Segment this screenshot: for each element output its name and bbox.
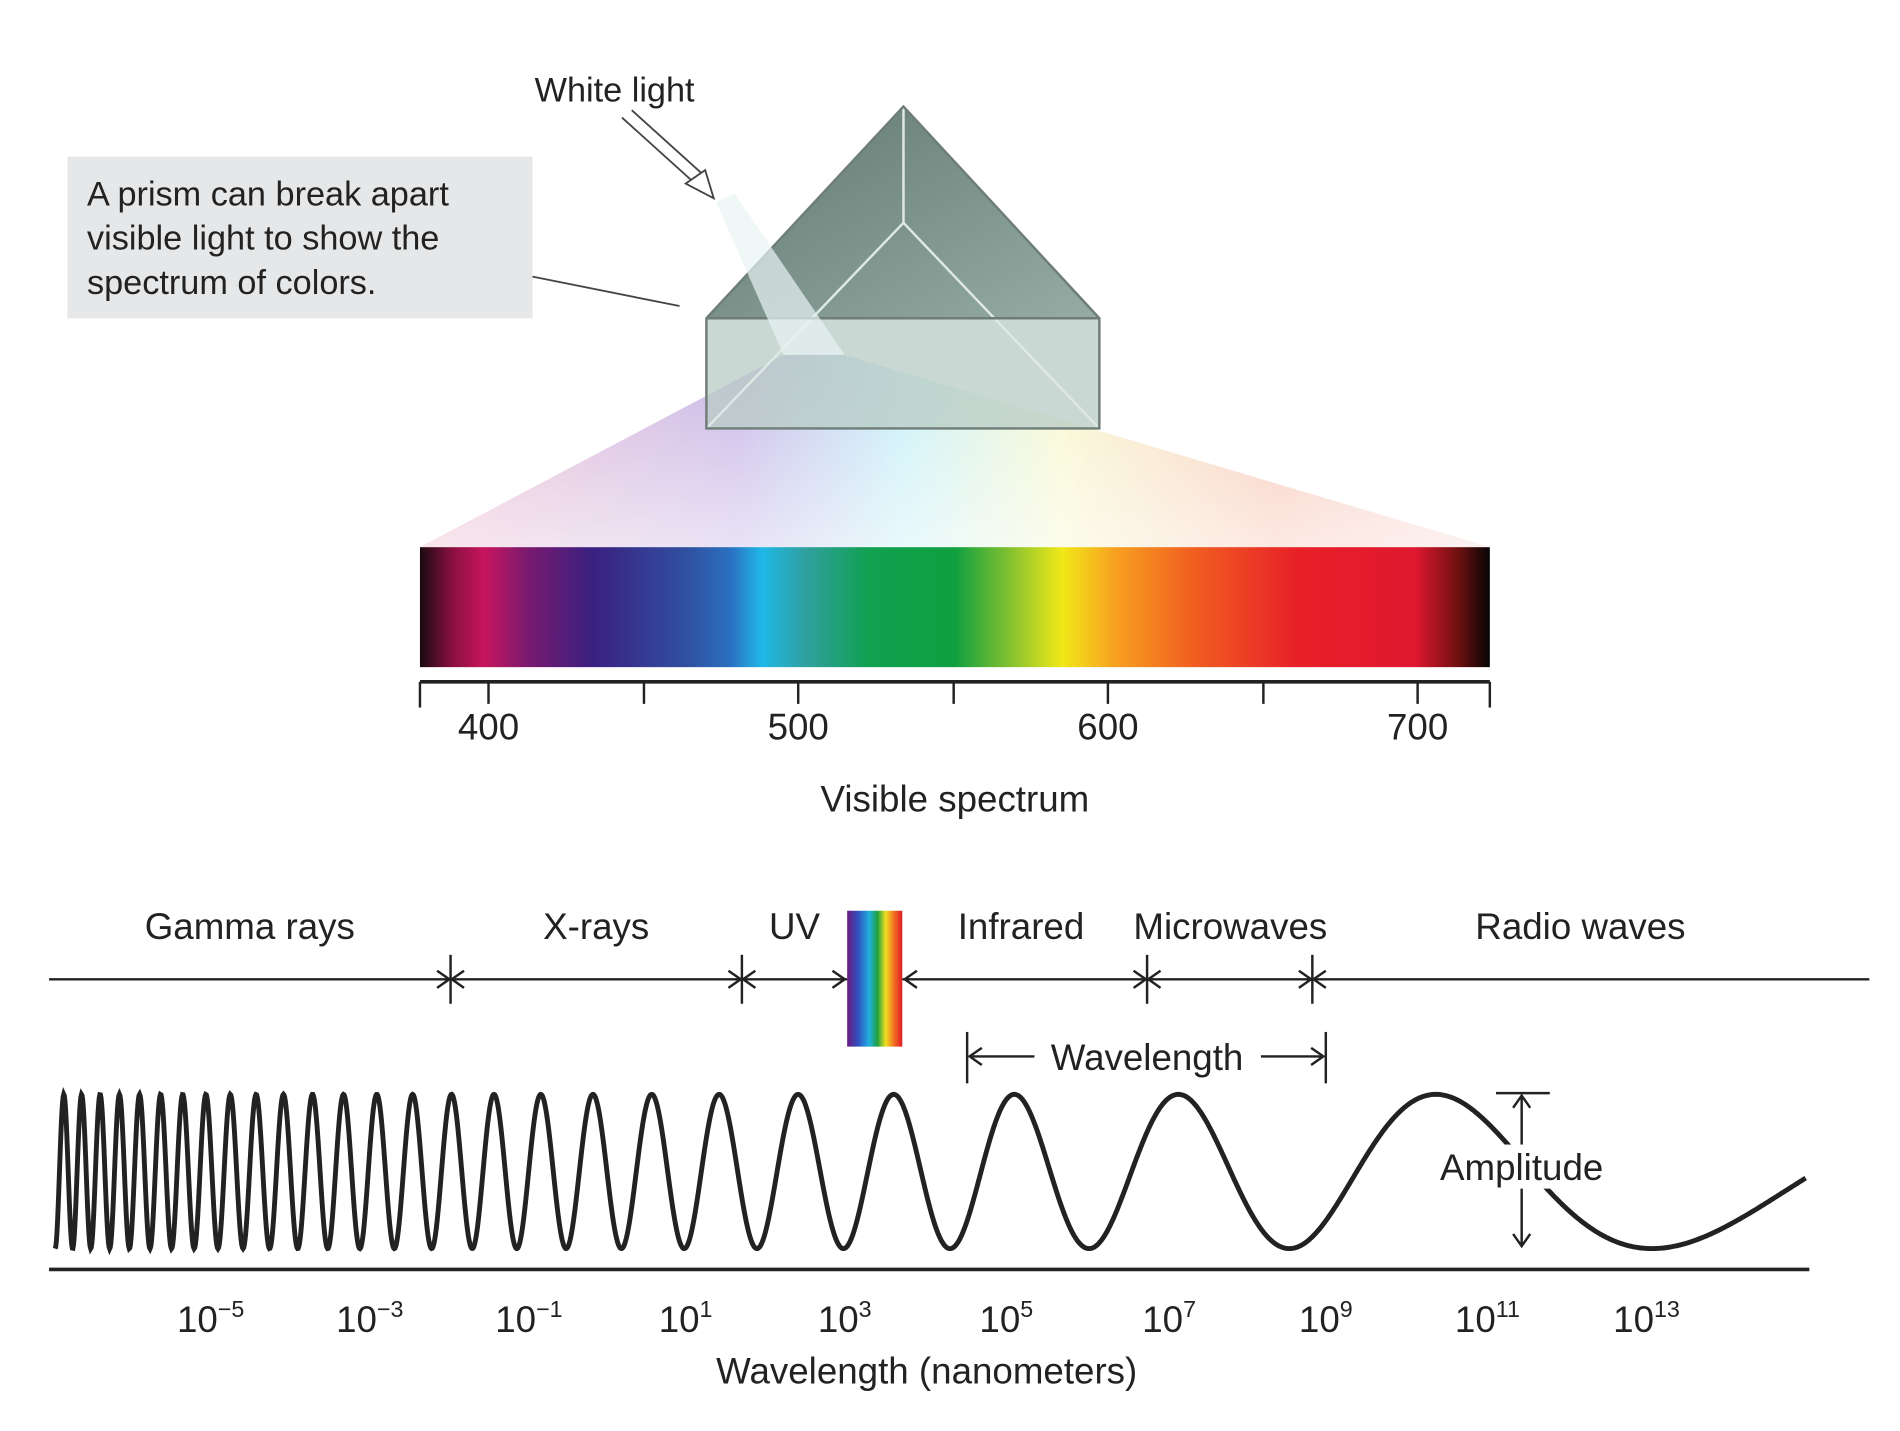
- band-arrowhead: [1146, 969, 1162, 989]
- tick-exponent: −3: [377, 1296, 404, 1322]
- band-label: X-rays: [543, 906, 649, 947]
- visible-spectrum-bar: [419, 547, 1490, 668]
- amplitude-label-bg: [1434, 1144, 1609, 1189]
- tick-base: 10: [1142, 1299, 1183, 1340]
- tick-exponent: −5: [218, 1296, 245, 1322]
- wavelength-tick-label: 10−1: [495, 1296, 562, 1340]
- wavelength-tick-label: 109: [1299, 1296, 1353, 1340]
- prism-front: [706, 318, 1100, 429]
- wavelength-ticks: 10−5 10−3 10−1 101 103 105 107 109 1011 1013: [177, 1296, 1680, 1340]
- band-arrowhead: [449, 969, 465, 989]
- wavelength-tick-label: 105: [979, 1296, 1033, 1340]
- tick-base: 10: [979, 1299, 1020, 1340]
- wavelength-tick-label: 103: [818, 1296, 872, 1340]
- wavelength-arrowhead: [967, 1046, 983, 1066]
- callout-text: A prism can break apart: [87, 176, 449, 214]
- wavelength-axis-label: Wavelength (nanometers): [716, 1350, 1137, 1391]
- wavelength-tick-label: 101: [659, 1296, 713, 1340]
- wavelength-tick-label: 10−5: [177, 1296, 244, 1340]
- band-label: Gamma rays: [145, 906, 355, 947]
- spectrum-ticks: [418, 681, 1492, 708]
- band-label: UV: [769, 906, 821, 947]
- band-label: Radio waves: [1475, 906, 1685, 947]
- tick-exponent: 1: [700, 1296, 713, 1322]
- band-label: Infrared: [958, 906, 1085, 947]
- tick-base: 10: [177, 1299, 218, 1340]
- band-arrowhead: [1132, 969, 1148, 989]
- callout-line: [532, 275, 680, 307]
- band-arrowhead: [831, 969, 847, 989]
- wavelength-label: Wavelength: [1051, 1037, 1244, 1078]
- callout-text: spectrum of colors.: [87, 264, 376, 302]
- white-light-label: White light: [535, 72, 695, 110]
- band-arrowhead: [902, 969, 918, 989]
- spectrum-tick-label: 400: [458, 706, 519, 747]
- amplitude-label: Amplitude: [1440, 1147, 1603, 1188]
- prism-edge: [902, 221, 1101, 430]
- light-arrow: [631, 109, 709, 180]
- tick-exponent: −1: [536, 1296, 563, 1322]
- mini-spectrum: [847, 910, 903, 1047]
- light-fan-fade: [419, 354, 1490, 548]
- spectrum-tick-label: 700: [1387, 706, 1448, 747]
- tick-exponent: 5: [1020, 1296, 1033, 1322]
- band-arrowhead: [740, 969, 757, 989]
- tick-base: 10: [1455, 1299, 1496, 1340]
- tick-base: 10: [495, 1299, 536, 1340]
- amplitude-arrowhead: [1512, 1093, 1532, 1109]
- callout-box: [67, 156, 533, 319]
- tick-base: 10: [1613, 1299, 1654, 1340]
- band-arrowhead: [436, 969, 452, 989]
- band-arrowhead: [727, 969, 743, 989]
- amplitude-arrowhead: [1512, 1233, 1532, 1249]
- tick-base: 10: [659, 1299, 700, 1340]
- tick-exponent: 7: [1183, 1296, 1196, 1322]
- tick-exponent: 11: [1496, 1296, 1520, 1322]
- wavelength-tick-label: 10−3: [336, 1296, 403, 1340]
- spectrum-tick-label: 500: [768, 706, 829, 747]
- light-arrow-head: [683, 168, 716, 201]
- tick-exponent: 3: [859, 1296, 872, 1322]
- band-label: Microwaves: [1133, 906, 1327, 947]
- spectrum-tick-label: 600: [1077, 706, 1138, 747]
- tick-base: 10: [1299, 1299, 1340, 1340]
- spectrum-axis-label: Visible spectrum: [821, 779, 1090, 820]
- wavelength-tick-label: 1011: [1455, 1296, 1520, 1340]
- tick-base: 10: [336, 1299, 377, 1340]
- band-arrowhead: [1298, 969, 1314, 989]
- tick-base: 10: [818, 1299, 859, 1340]
- tick-exponent: 13: [1654, 1296, 1680, 1322]
- prism-outline: [705, 104, 1101, 430]
- tick-exponent: 9: [1340, 1296, 1353, 1322]
- wavelength-tick-label: 107: [1142, 1296, 1196, 1340]
- band-boundaries: [436, 954, 1327, 1004]
- wavelength-arrowhead: [1310, 1046, 1326, 1066]
- callout-text: visible light to show the: [87, 220, 439, 258]
- light-beam: [716, 193, 845, 355]
- band-arrowhead: [1311, 969, 1327, 989]
- wavelength-tick-label: 1013: [1613, 1296, 1680, 1340]
- light-arrow: [621, 116, 699, 187]
